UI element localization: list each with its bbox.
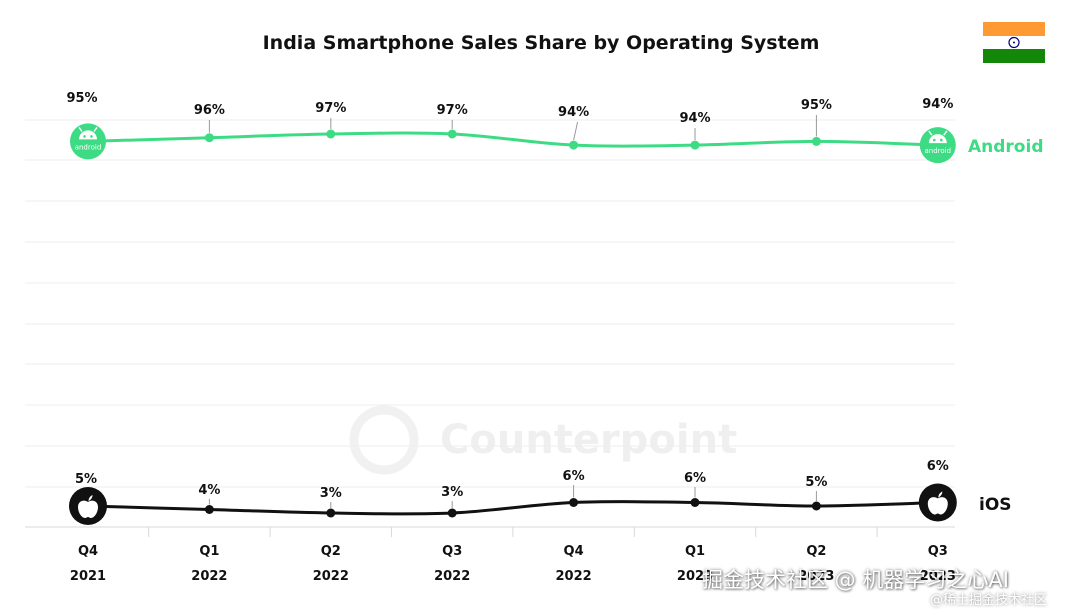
ios-data-label: 6% [563, 469, 585, 484]
counterpoint-watermark: Counterpoint [349, 405, 737, 475]
x-tick-label-quarter: Q1 [685, 544, 705, 559]
android-leader-line [573, 121, 579, 141]
x-tick-label-year: 2023 [920, 569, 956, 584]
grid [25, 119, 955, 528]
android-badge-icon: android [919, 127, 956, 164]
x-tick-label-year: 2023 [677, 569, 713, 584]
x-tick-label-quarter: Q3 [442, 544, 462, 559]
ios-series-label: iOS [979, 495, 1012, 515]
ios-data-label: 3% [441, 485, 463, 500]
chart-title: India Smartphone Sales Share by Operatin… [263, 32, 820, 54]
site-watermark-sub: @稀土掘金技术社区 [930, 593, 1048, 608]
android-point [204, 133, 214, 143]
counterpoint-watermark-text: Counterpoint [440, 417, 737, 463]
android-point [569, 140, 579, 150]
x-tick-label-quarter: Q4 [78, 544, 98, 559]
x-tick-label-year: 2022 [191, 569, 227, 584]
android-point [690, 140, 700, 150]
android-data-label: 95% [801, 98, 832, 113]
x-tick-label-quarter: Q4 [564, 544, 584, 559]
android-line [87, 131, 938, 148]
ios-data-label: 5% [75, 472, 97, 487]
android-point [447, 129, 457, 139]
android-data-label: 96% [194, 103, 225, 118]
x-tick-label-year: 2021 [70, 569, 106, 584]
apple-badge-icon [918, 483, 957, 522]
android-data-label: 94% [679, 111, 710, 126]
x-tick-label-year: 2023 [798, 569, 834, 584]
x-tick-label-quarter: Q2 [806, 544, 826, 559]
x-axis: Q4 2021 Q1 2022 Q2 2022 Q3 2022 Q4 2022 Q1 2023 Q2 20… [70, 527, 956, 584]
ios-point [204, 505, 214, 514]
android-point [811, 136, 821, 146]
series-layer: android 95% 96% 97% 97% 94% 94% 95% android 94% 5%… [66, 91, 957, 525]
x-tick-label-year: 2022 [434, 569, 470, 584]
ios-point [447, 508, 457, 518]
x-tick-label-quarter: Q1 [199, 544, 219, 559]
android-point [326, 129, 336, 139]
ios-line [87, 500, 938, 516]
android-badge-text: android [75, 143, 102, 151]
ios-data-label: 4% [198, 483, 220, 498]
android-data-label: 94% [922, 97, 953, 112]
ios-point [811, 501, 821, 511]
android-data-label: 97% [315, 101, 346, 116]
android-badge-icon: android [70, 123, 106, 160]
x-tick-label-quarter: Q2 [321, 544, 341, 559]
ios-data-label: 5% [805, 475, 827, 490]
site-watermark: 掘金技术社区 @ 机器学习之心AI [702, 568, 1009, 592]
android-series-label: Android [968, 137, 1044, 157]
ios-data-label: 3% [320, 486, 342, 501]
apple-badge-icon [69, 487, 107, 525]
x-tick-label-year: 2022 [313, 569, 349, 584]
ios-point [690, 498, 700, 507]
x-tick-label-quarter: Q3 [928, 544, 948, 559]
counterpoint-logo-icon [349, 405, 419, 475]
ios-data-label: 6% [684, 471, 706, 486]
ios-data-label: 6% [927, 459, 949, 474]
ios-point [569, 498, 579, 507]
android-badge-text: android [925, 147, 952, 155]
ios-point [326, 508, 336, 518]
india-flag-icon [983, 22, 1045, 63]
android-data-label: 94% [558, 105, 589, 120]
x-tick-label-year: 2022 [556, 569, 592, 584]
android-data-label: 95% [66, 91, 97, 106]
android-data-label: 97% [437, 103, 468, 118]
